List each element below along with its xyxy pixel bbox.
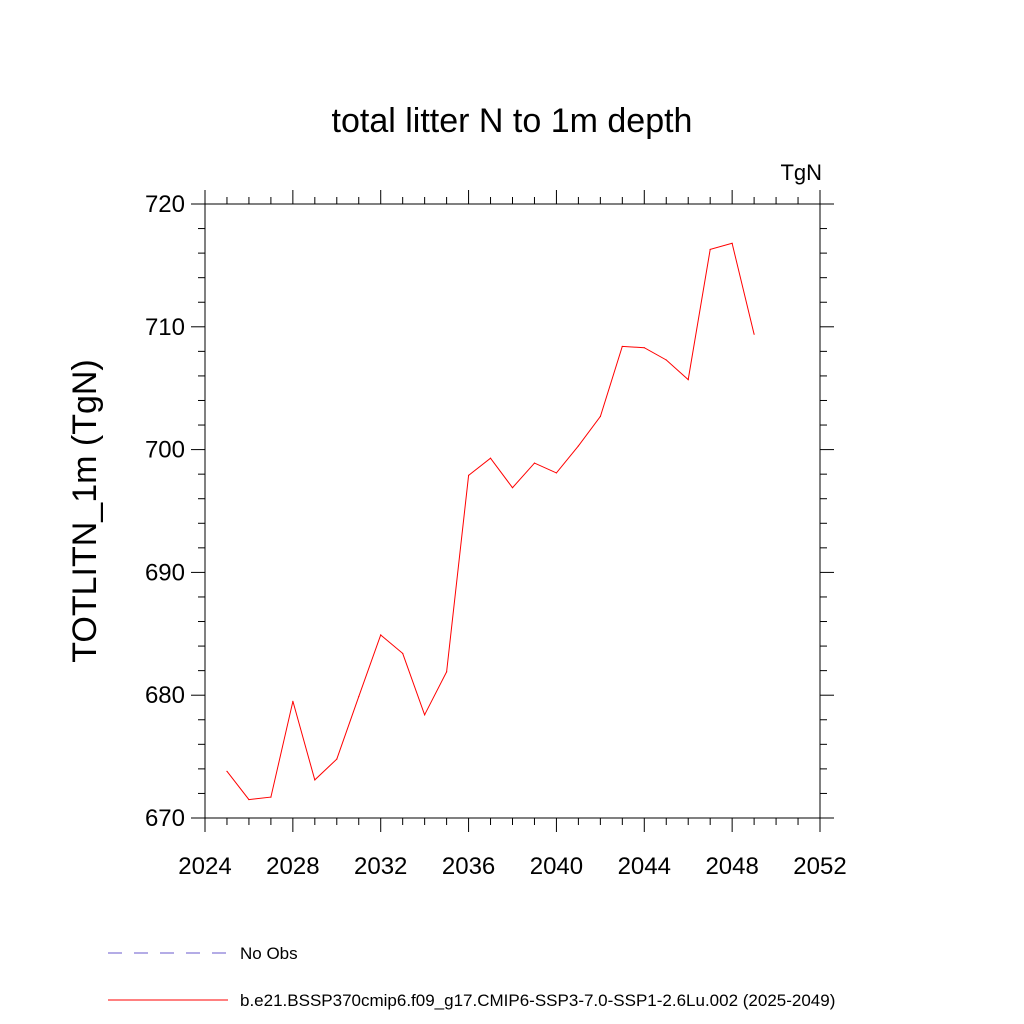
data-point <box>533 462 536 464</box>
x-tick-label: 2036 <box>442 853 495 880</box>
y-tick-label: 680 <box>145 682 185 709</box>
data-point <box>731 242 733 244</box>
data-point <box>753 333 755 335</box>
data-point <box>489 457 492 459</box>
data-point <box>292 700 294 702</box>
plot-series <box>226 242 755 801</box>
y-tick-label: 720 <box>145 191 185 218</box>
x-tick-label: 2028 <box>266 853 319 880</box>
chart-title: total litter N to 1m depth <box>332 102 693 140</box>
y-tick-label: 690 <box>145 559 185 586</box>
data-point <box>643 347 645 349</box>
x-tick-label: 2032 <box>354 853 407 880</box>
y-tick-label: 710 <box>145 314 185 341</box>
y-tick-label: 700 <box>145 437 185 464</box>
legend-label: b.e21.BSSP370cmip6.f09_g17.CMIP6-SSP3-7.… <box>240 991 835 1010</box>
series-line <box>226 242 755 801</box>
data-point <box>511 487 514 489</box>
data-point <box>248 798 250 801</box>
y-tick-label: 670 <box>145 805 185 832</box>
legend-label: No Obs <box>240 944 298 963</box>
x-tick-label: 2052 <box>793 853 846 880</box>
x-tick-label: 2048 <box>705 853 758 880</box>
y-axis-label: TOTLITN_1m (TgN) <box>66 359 104 663</box>
x-tick-label: 2024 <box>178 853 231 880</box>
data-point <box>446 671 448 673</box>
data-point <box>424 714 426 716</box>
axis-ticks <box>191 190 834 832</box>
data-point <box>599 415 601 418</box>
x-tick-label: 2044 <box>618 853 671 880</box>
data-point <box>709 248 711 251</box>
data-point <box>687 379 689 381</box>
data-point <box>226 770 228 772</box>
data-point <box>555 472 558 474</box>
x-tick-label: 2040 <box>530 853 583 880</box>
units-label: TgN <box>780 160 822 185</box>
data-point <box>314 779 316 781</box>
data-point <box>270 796 272 798</box>
data-point <box>336 758 338 760</box>
data-point <box>358 695 360 698</box>
data-point <box>467 474 470 476</box>
data-point <box>621 345 623 348</box>
data-point <box>402 652 404 655</box>
axis-tick-labels: 670 680 690 700 710 720 2024 2028 2032 2036 2040 20… <box>145 191 847 880</box>
data-point <box>577 445 579 447</box>
data-point <box>665 359 667 361</box>
legend: No Obs b.e21.BSSP370cmip6.f09_g17.CMIP6-S… <box>108 944 835 1010</box>
data-point <box>380 634 382 636</box>
plot-frame <box>204 203 821 819</box>
